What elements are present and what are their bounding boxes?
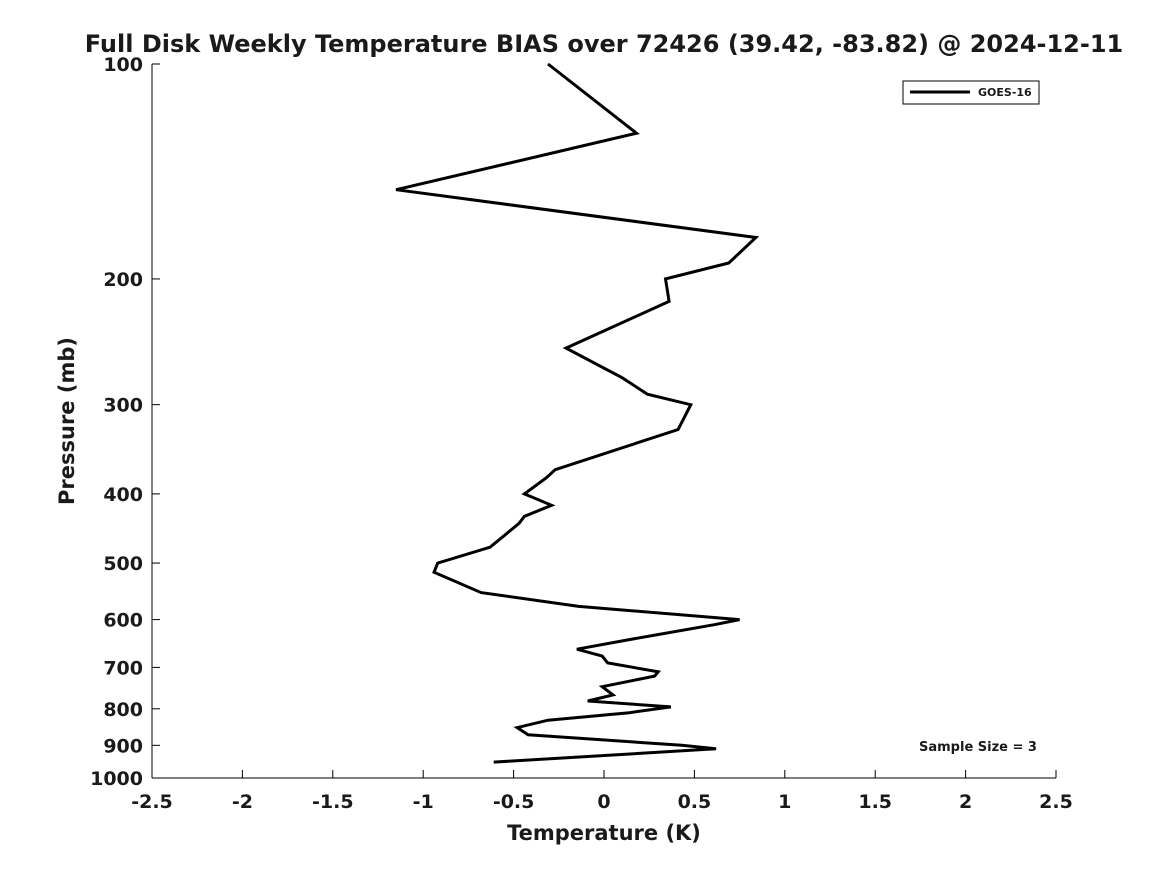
plot-area	[151, 64, 1056, 779]
x-tick-label: 2.5	[1039, 791, 1073, 813]
sample-size-annotation: Sample Size = 3	[919, 740, 1037, 755]
x-tick-label: 2	[959, 791, 972, 813]
x-tick-label: -2.5	[131, 791, 173, 813]
legend-box	[902, 80, 1040, 105]
y-tick-label: 200	[103, 269, 143, 291]
y-tick-label: 700	[103, 657, 143, 679]
x-axis-label: Temperature (K)	[507, 821, 701, 845]
y-tick-label: 800	[103, 699, 143, 721]
y-tick-label: 1000	[90, 768, 143, 790]
y-tick-label: 400	[103, 484, 143, 506]
series-line-goes-16	[395, 62, 760, 764]
y-tick-label: 100	[103, 54, 143, 76]
x-tick-label: 0.5	[678, 791, 712, 813]
chart-title: Full Disk Weekly Temperature BIAS over 7…	[85, 30, 1124, 58]
y-axis-label: Pressure (mb)	[55, 337, 79, 505]
y-tick-label: 600	[103, 610, 143, 632]
legend: GOES-16	[902, 80, 1040, 105]
y-tick-label: 900	[103, 735, 143, 757]
x-axis-ticks: -2.5 -2 -1.5 -1 -0.5 0 0.5 1 1.5 2 2.5	[131, 770, 1073, 813]
x-tick-label: 1.5	[858, 791, 892, 813]
y-axis-ticks: 100 200 300 400 500 600 700 800 900 1000	[90, 54, 160, 790]
x-tick-label: 0	[597, 791, 610, 813]
x-tick-label: -1.5	[312, 791, 354, 813]
x-tick-label: -0.5	[493, 791, 535, 813]
legend-entry-label: GOES-16	[978, 86, 1032, 99]
y-tick-label: 500	[103, 553, 143, 575]
x-tick-label: -2	[232, 791, 253, 813]
series-layer	[395, 62, 760, 764]
y-tick-label: 300	[103, 395, 143, 417]
x-tick-label: -1	[413, 791, 434, 813]
x-tick-label: 1	[778, 791, 791, 813]
